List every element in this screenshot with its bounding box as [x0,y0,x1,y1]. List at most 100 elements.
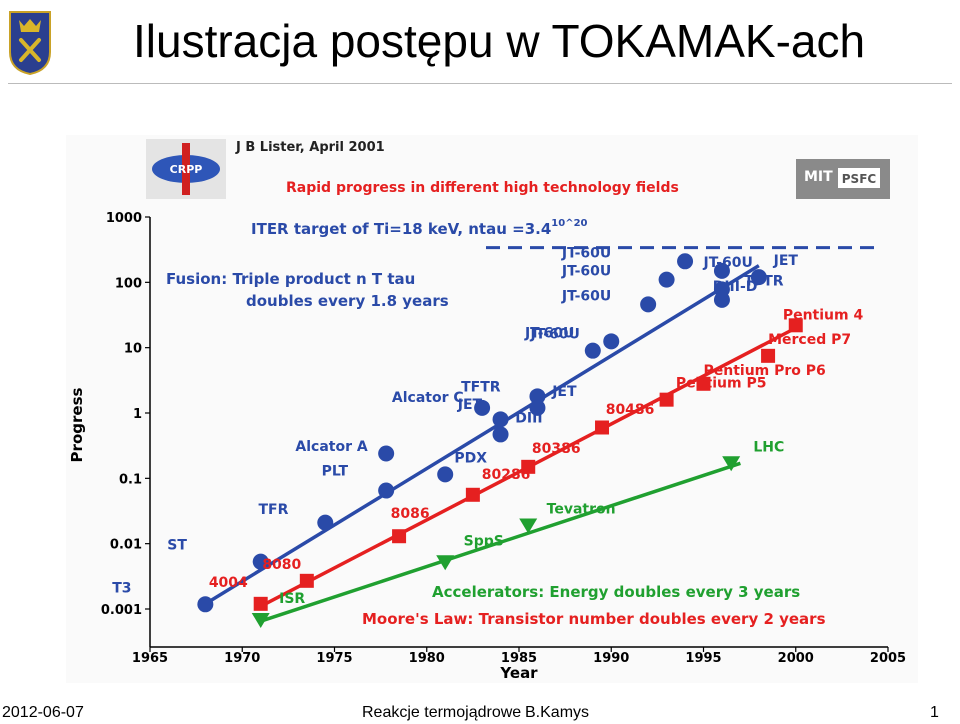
data-point [474,399,491,416]
data-point [677,253,694,270]
data-point [252,553,269,570]
x-tick-label: 1995 [685,651,721,666]
data-label: JET [773,253,799,269]
y-tick-label: 0.001 [101,603,142,618]
footer-course: Reakcje termojądrowe [362,704,522,721]
data-point [529,399,546,416]
data-point [197,596,214,613]
data-label: 4004 [209,575,248,591]
data-label: PDX [454,450,487,466]
psfc-logo-text: PSFC [842,172,877,186]
x-tick-label: 2005 [870,651,906,666]
data-point [492,426,509,443]
data-point [392,529,407,544]
data-label: JET [551,384,577,400]
y-tick-label: 0.1 [119,472,142,487]
x-tick-label: 1975 [316,651,352,666]
slide-title: Ilustracja postępu w TOKAMAK-ach [133,15,866,67]
data-point [713,291,730,308]
data-label: ST [167,538,187,554]
data-point [788,318,803,333]
data-label: ISR [279,591,305,607]
data-label: DIII [515,410,542,426]
data-point [761,348,776,363]
x-axis-ticks: 1965 1970 1975 1980 1985 1990 1995 2000 2005 [132,647,906,666]
x-tick-label: 2000 [778,651,814,666]
data-label: JT-60U [703,255,753,271]
data-label: JT-60U [561,264,611,280]
data-label: Merced P7 [768,332,851,348]
data-point [492,411,509,428]
data-point [465,487,480,502]
data-point [658,271,675,288]
iter-target-label: ITER target of Ti=18 keV, ntau =3.410^20 [251,218,588,238]
data-label: 8086 [391,506,430,522]
data-label: DIII-D [713,279,758,295]
data-label: 80286 [482,467,531,483]
data-point [378,482,395,499]
iter-target-text: ITER target of Ti=18 keV, ntau =3.4 [251,220,551,238]
data-label: Alcator A [295,439,367,455]
data-point [521,459,536,474]
x-axis-title: Year [499,664,538,682]
data-point [317,514,334,531]
y-tick-label: 1000 [106,211,142,226]
data-point [437,466,454,483]
data-point [659,392,674,407]
data-label: 80486 [606,402,655,418]
data-point [713,262,730,279]
y-tick-label: 10 [124,342,142,357]
data-point [251,612,270,628]
data-point [750,269,767,286]
mit-psfc-logo: MIT PSFC [796,159,890,199]
accelerators-note: Accelerators: Energy doubles every 3 yea… [432,583,800,601]
data-label: T3 [112,580,131,596]
data-label: TFTR [461,380,501,396]
data-point [253,596,268,611]
x-tick-label: 1985 [501,651,537,666]
crpp-logo: CRPP [146,139,226,199]
data-label: 8080 [262,557,301,573]
data-point [584,342,601,359]
x-tick-label: 1965 [132,651,168,666]
data-point [696,376,711,391]
mit-logo-text: MIT [804,169,833,185]
chart-background [66,135,918,683]
author-line: J B Lister, April 2001 [235,140,385,155]
data-point [299,573,314,588]
y-tick-label: 0.01 [110,538,142,553]
header-divider [8,83,952,84]
progress-chart: CRPP J B Lister, April 2001 Rapid progre… [66,135,918,683]
page-number: 1 [930,704,939,721]
data-label: Pentium P5 [676,376,767,392]
university-crest-icon [9,11,51,76]
data-point [519,518,538,534]
fusion-note-line1: Fusion: Triple product n T tau [166,270,415,288]
data-point [529,388,546,405]
data-label: JT-60U [561,288,611,304]
data-label: JET [457,397,483,413]
data-label: Pentium Pro P6 [704,363,826,379]
moore-law-note: Moore's Law: Transistor number doubles e… [362,610,826,628]
data-label: PLT [322,463,349,479]
y-axis-ticks: 1000 100 10 1 0.1 0.01 0.001 [101,211,150,618]
trend-line [260,461,741,623]
data-label: Alcator C [392,390,464,406]
data-point [603,333,620,350]
data-label: 80386 [532,441,581,457]
y-axis-title: Progress [68,388,86,463]
fusion-note-line2: doubles every 1.8 years [246,292,449,310]
data-point [436,555,455,571]
x-tick-label: 1980 [409,651,445,666]
data-point [595,420,610,435]
crpp-logo-text: CRPP [170,163,203,176]
data-label: SppS [464,533,504,549]
data-label: LHC [753,439,784,455]
data-label: TFTR [744,273,784,289]
x-tick-label: 1990 [593,651,629,666]
data-label: JT-60U [530,327,580,343]
trend-line [204,264,760,606]
data-label: JT-60U [524,325,574,341]
x-tick-label: 1970 [224,651,260,666]
